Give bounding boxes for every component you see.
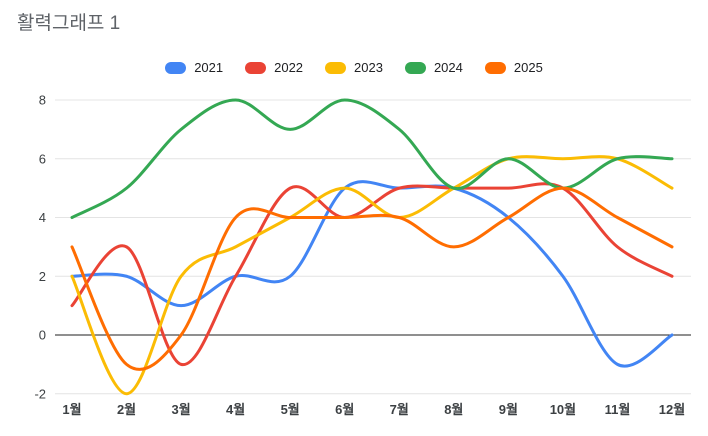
legend-swatch-2025 xyxy=(484,61,506,74)
y-tick-label: -2 xyxy=(34,386,46,401)
y-tick-label: 2 xyxy=(39,269,46,284)
series-line-2022[interactable] xyxy=(70,182,674,366)
x-tick-label: 6월 xyxy=(335,402,354,417)
x-tick-label: 9월 xyxy=(499,402,518,417)
legend-label: 2022 xyxy=(274,60,304,75)
x-tick-label: 2월 xyxy=(117,402,136,417)
legend-swatch-2021 xyxy=(165,61,187,74)
x-tick-label: 12월 xyxy=(659,402,685,417)
legend-swatch-2022 xyxy=(245,61,267,74)
x-tick-label: 10월 xyxy=(550,402,576,417)
legend-swatch-2023 xyxy=(325,61,347,74)
y-tick-label: 4 xyxy=(39,210,46,225)
series-line-2021[interactable] xyxy=(70,180,674,368)
legend-item-2022[interactable]: 2022 xyxy=(245,60,303,75)
legend-label: 2021 xyxy=(194,60,224,75)
y-tick-label: 8 xyxy=(39,93,46,108)
legend-label: 2023 xyxy=(354,60,383,75)
x-tick-label: 4월 xyxy=(226,402,245,417)
legend-label: 2025 xyxy=(513,60,543,75)
legend-item-2023[interactable]: 2023 xyxy=(325,60,383,75)
x-tick-label: 11월 xyxy=(605,402,631,417)
chart-title: 활력그래프 1 xyxy=(17,13,121,34)
legend: 2021 2022 2023 2024 2025 xyxy=(0,60,708,75)
x-tick-label: 8월 xyxy=(444,402,463,417)
y-tick-label: 0 xyxy=(39,328,46,343)
legend-label: 2024 xyxy=(433,60,463,75)
x-tick-label: 1월 xyxy=(62,402,81,417)
legend-item-2024[interactable]: 2024 xyxy=(404,60,463,75)
legend-item-2025[interactable]: 2025 xyxy=(484,60,543,75)
x-tick-label: 3월 xyxy=(171,402,190,417)
y-tick-label: 6 xyxy=(39,151,46,166)
legend-item-2021[interactable]: 2021 xyxy=(165,60,223,75)
x-tick-label: 7월 xyxy=(390,402,409,417)
series-line-2023[interactable] xyxy=(70,155,674,396)
series-line-2025[interactable] xyxy=(70,186,674,371)
x-tick-label: 5월 xyxy=(281,402,300,417)
legend-swatch-2024 xyxy=(404,61,426,74)
